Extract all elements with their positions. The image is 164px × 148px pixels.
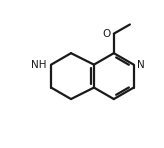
Text: NH: NH <box>31 60 47 70</box>
Text: N: N <box>137 60 145 70</box>
Text: O: O <box>102 29 111 39</box>
